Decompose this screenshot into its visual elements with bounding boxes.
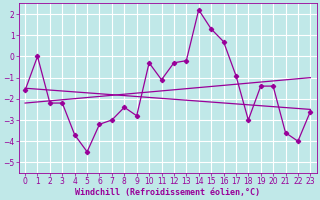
X-axis label: Windchill (Refroidissement éolien,°C): Windchill (Refroidissement éolien,°C) (75, 188, 260, 197)
